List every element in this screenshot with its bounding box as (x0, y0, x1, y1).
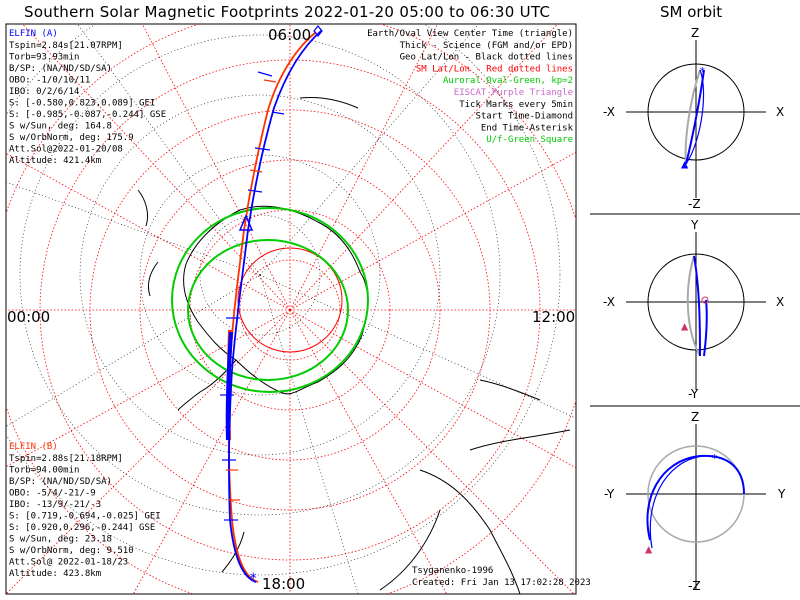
legend-item: Geo Lat/Lon - Black dotted lines (400, 53, 573, 63)
elfin-b-ticks (226, 79, 277, 501)
legend-item: EISCAT-Purple Triangle (454, 88, 573, 98)
mlt-label-right: 12:00 (532, 308, 575, 326)
elfin-b-info-line: Altitude: 423.8km (9, 569, 101, 579)
p3-right-label: Y (777, 487, 786, 501)
start-diamond (313, 25, 323, 37)
elfin-a-info-line: Altitude: 421.4km (9, 156, 101, 166)
elfin-a-info-line: S w/OrbNorm, deg: 175.9 (9, 133, 134, 143)
elfin-b-info-line: Torb=94.00min (9, 466, 79, 476)
sm-pole-circle (237, 247, 343, 353)
elfin-b-info-line: S w/OrbNorm, deg: 9.510 (9, 546, 134, 556)
model-credit: Tsyganenko-1996 (412, 566, 493, 576)
auroral-oval (171, 207, 369, 393)
legend-item: SM Lat/Lon - Red dotted lines (416, 64, 573, 74)
elfin-a-ticks (220, 71, 285, 521)
elfin-b-info-line: S: [0.719,-0.694,-0.025] GEI (9, 512, 161, 522)
p1-top-label: Z (691, 26, 699, 40)
legend: Earth/Oval View Center Time (triangle) Th… (367, 29, 573, 145)
elfin-a-info-line: IBO: 0/2/6/14 (9, 87, 79, 97)
elfin-a-info-line: S: [-0.580,0.823,0.089] GEI (9, 99, 155, 109)
elfin-b-info-line: IBO: -13/9/-21/-3 (9, 500, 101, 510)
sm-longitude-grid (6, 24, 576, 594)
elfin-b-info-line: Tspin=2.88s[21.18RPM] (9, 454, 123, 464)
orbit-title: SM orbit (660, 3, 723, 21)
elfin-a-info-line: Att.Sol@2022-01-20/08 (9, 145, 123, 155)
elfin-b-info-line: Att.Sol@ 2022-01-18/23 (9, 558, 128, 568)
legend-item: Auroral Oval-Green, kp=2 (443, 76, 573, 86)
p2-left-label: -X (603, 295, 615, 309)
orbit-panel-xz: ▲ * Z -Z -X X (603, 26, 784, 211)
orbit-panels: ▲ * Z -Z -X X ▲ Y -Y -X X (590, 26, 800, 593)
legend-item: Start Time-Diamond (475, 112, 573, 122)
p1-bottom-label: -Z (688, 197, 701, 211)
elfin-a-science (225, 331, 233, 441)
legend-item: Tick Marks every 5min (459, 100, 573, 110)
elfin-b-info-line: B/SP: (NA/ND/SD/SA) (9, 477, 112, 487)
elfin-b-info-line: OBO: -5/4/-21/-9 (9, 489, 96, 499)
svg-text:▲: ▲ (681, 157, 689, 171)
elfin-a-name: ELFIN (A) (9, 29, 58, 39)
elfin-a-info-line: S w/Sun, deg: 164.8 (9, 122, 112, 132)
elfin-b-info-line: S: [0.920,0.296,-0.244] GSE (9, 523, 155, 533)
elfin-a-info-line: Tspin=2.84s[21.07RPM] (9, 41, 123, 51)
p2-right-label: X (776, 295, 784, 309)
elfin-b-info-line: S w/Sun, deg: 23.18 (9, 535, 112, 545)
legend-item: End Time-Asterisk (481, 123, 574, 133)
p1-right-label: X (776, 105, 784, 119)
legend-item: Earth/Oval View Center Time (triangle) (367, 29, 573, 39)
p1-left-label: -X (603, 105, 615, 119)
legend-item: U/f-Green Square (486, 135, 573, 145)
elfin-b-info: ELFIN (B) Tspin=2.88s[21.18RPM] Torb=94.0… (9, 442, 161, 579)
legend-item: Thick - Science (FGM and/or EPD) (400, 41, 573, 51)
elfin-a-info-line: Torb=93.93min (9, 53, 79, 63)
orbit-panel-yz: ▲ * Z -Z -Y Y (604, 410, 786, 593)
orbit-panel-xy: ▲ Y -Y -X X (603, 218, 784, 401)
created-credit: Created: Fri Jan 13 17:02:28 2023 (412, 578, 591, 588)
svg-text:*: * (711, 452, 718, 465)
svg-text:▲: ▲ (645, 542, 653, 556)
view-center-triangle (238, 214, 254, 231)
svg-text:▲: ▲ (681, 319, 689, 333)
elfin-a-info-line: OBO: -1/0/10/11 (9, 76, 90, 86)
mlt-label-left: 00:00 (7, 308, 50, 326)
svg-text:*: * (699, 65, 706, 78)
figure-title: Southern Solar Magnetic Footprints 2022-… (24, 3, 551, 21)
map-frame (5, 23, 577, 595)
geo-grid (6, 24, 576, 594)
end-asterisk: * (249, 571, 257, 587)
mlt-label-top: 06:00 (268, 26, 311, 44)
mlt-label-bottom: 18:00 (262, 575, 305, 593)
p3-bottom-label: -Z (688, 579, 701, 593)
elfin-b-name: ELFIN (B) (9, 442, 58, 452)
p3-top-label: Z (691, 410, 699, 424)
p2-top-label: Y (690, 218, 699, 232)
elfin-a-info-line: B/SP: (NA/ND/SD/SA) (9, 64, 112, 74)
polar-map: * (6, 24, 576, 594)
elfin-a-info-line: S: [-0.985,-0.087,-0.244] GSE (9, 110, 166, 120)
p2-bottom-label: -Y (688, 387, 699, 401)
elfin-a-info: ELFIN (A) Tspin=2.84s[21.07RPM] Torb=93.9… (9, 29, 166, 166)
p3-left-label: -Y (604, 487, 615, 501)
